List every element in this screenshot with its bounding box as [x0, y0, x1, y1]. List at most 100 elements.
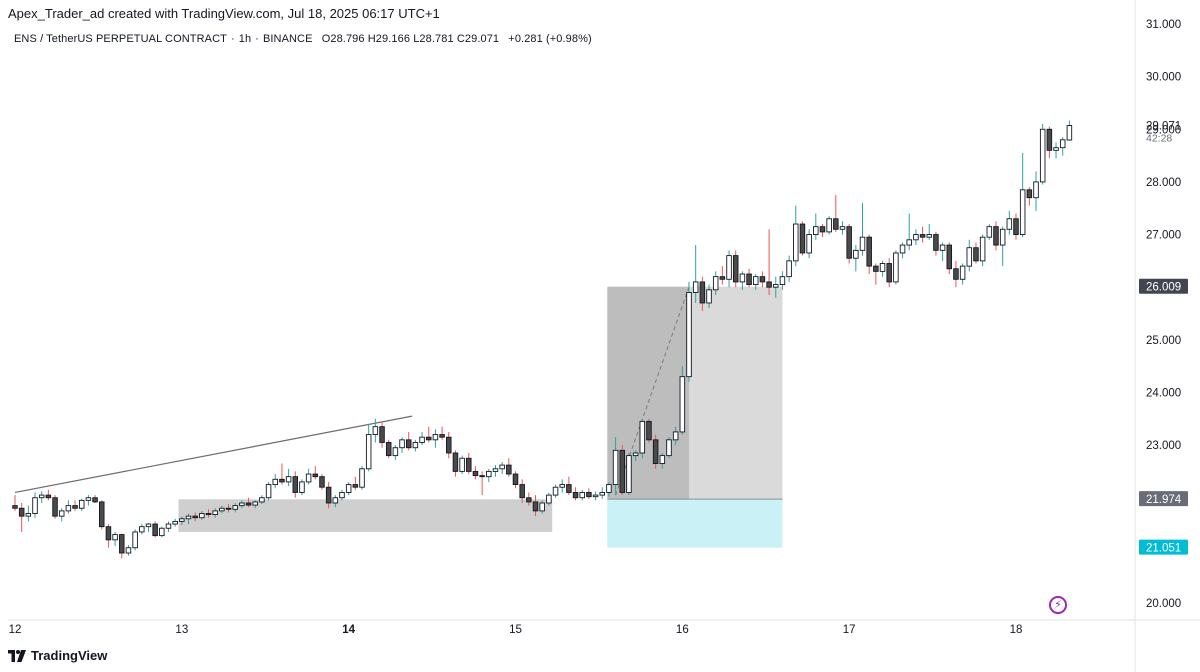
candle-body [399, 439, 405, 449]
candle-body [385, 442, 392, 457]
time-tick-label: 13 [175, 624, 188, 636]
candle [299, 479, 305, 496]
price-tag: 26.009 [1139, 278, 1188, 294]
candle [372, 418, 379, 443]
candle [225, 504, 232, 513]
candle [839, 221, 846, 235]
candle-body [679, 376, 686, 433]
candle [152, 521, 158, 538]
candle [472, 466, 479, 480]
candle-body [606, 484, 612, 493]
candle-body [272, 478, 279, 486]
candle-body [65, 505, 72, 512]
legend-exchange: BINANCE [262, 33, 313, 45]
time-tick-label: 18 [1010, 624, 1023, 636]
candle [125, 545, 132, 556]
price-tick-label: 28.000 [1146, 177, 1181, 189]
price-tick-label: 29.000 [1146, 124, 1181, 136]
tradingview-brand[interactable]: TradingView [8, 648, 107, 663]
legend-interval[interactable]: 1h [238, 33, 252, 45]
candle-body [25, 513, 32, 517]
candle-body [339, 492, 345, 499]
candle-body [572, 492, 579, 499]
candle [719, 266, 726, 285]
candle [452, 450, 459, 477]
candle-body [559, 484, 565, 488]
candle [572, 487, 579, 501]
candle-body [706, 289, 712, 304]
candle-body [152, 523, 158, 537]
legend-close: C29.071 [456, 33, 500, 45]
candle-body [939, 244, 946, 251]
candle [626, 452, 632, 496]
candle [599, 487, 606, 499]
created-with-line: Apex_Trader_ad created with TradingView.… [8, 6, 440, 21]
candle [866, 234, 872, 275]
candle-body [466, 457, 472, 472]
candle [365, 424, 372, 472]
candle [766, 229, 772, 296]
zone-position-profit-light [689, 286, 783, 500]
candle [606, 481, 612, 497]
candle [532, 495, 539, 517]
candle-body [292, 476, 299, 493]
candle [499, 461, 505, 475]
candle-body [793, 223, 799, 262]
candle [379, 421, 385, 448]
price-tick-label: 20.000 [1146, 598, 1181, 610]
price-tag-label: 26.009 [1146, 282, 1181, 294]
candle-body [579, 492, 585, 499]
candle-body [312, 473, 319, 478]
candle [519, 479, 525, 503]
candle-body [779, 276, 786, 285]
candle [352, 476, 359, 490]
candle [252, 500, 258, 509]
candle-body [686, 291, 692, 378]
lightning-icon[interactable]: ⚡ [1049, 596, 1067, 614]
candle-body [1006, 218, 1013, 230]
candle [145, 522, 152, 532]
candle [219, 505, 225, 514]
candle-body [18, 507, 25, 517]
candle [793, 205, 799, 267]
candle [45, 489, 52, 501]
price-tag: 21.051 [1139, 539, 1188, 555]
candle-body [192, 515, 198, 519]
candle [526, 492, 532, 506]
candle [312, 466, 319, 480]
candle [933, 231, 939, 256]
candle-body [726, 255, 732, 280]
candle-body [38, 494, 45, 499]
candle [559, 479, 565, 493]
candle-body [405, 439, 412, 449]
candle-body [539, 502, 545, 512]
candle [672, 426, 679, 446]
candle [879, 260, 886, 277]
candle [412, 439, 419, 452]
candle [686, 281, 692, 382]
candle [185, 513, 192, 525]
legend-symbol[interactable]: ENS / TetherUS PERPETUAL CONTRACT [14, 33, 227, 45]
candle [425, 426, 432, 443]
candle [806, 229, 812, 259]
candle-body [666, 439, 672, 457]
candle [926, 224, 932, 240]
candle-body [739, 273, 746, 283]
candle [245, 497, 252, 508]
price-tick-label: 24.000 [1146, 387, 1181, 399]
candle [786, 255, 792, 282]
candle [759, 271, 766, 288]
candle [846, 224, 852, 264]
candle [339, 489, 345, 501]
candle [1039, 124, 1046, 185]
candle-body [345, 484, 352, 493]
candle-body [352, 484, 359, 488]
candle-body [586, 492, 592, 498]
candle-body [986, 226, 993, 238]
candle-body [913, 234, 919, 241]
candle-body [499, 464, 505, 470]
candle [105, 524, 112, 548]
candle [392, 445, 399, 460]
